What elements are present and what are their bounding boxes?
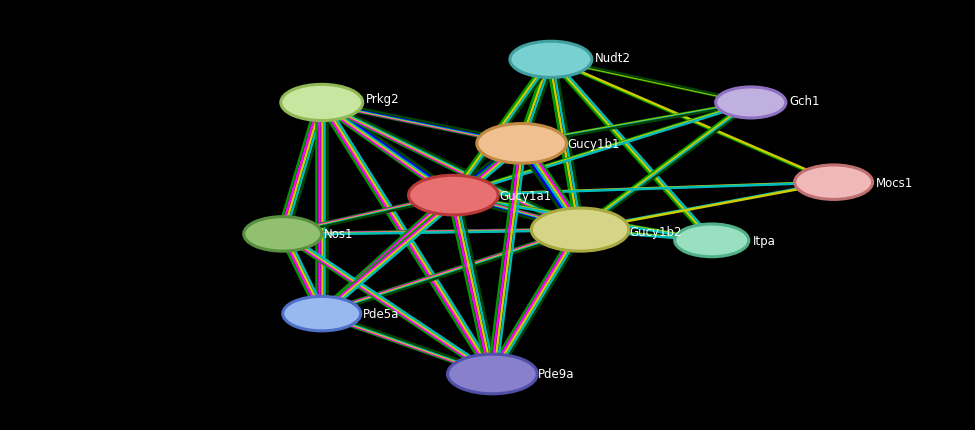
Circle shape — [283, 297, 361, 331]
Text: Gucy1a1: Gucy1a1 — [499, 189, 552, 202]
Text: Pde9a: Pde9a — [538, 368, 574, 381]
Circle shape — [448, 354, 537, 394]
Circle shape — [531, 209, 629, 252]
Circle shape — [795, 166, 873, 200]
Text: Nos1: Nos1 — [324, 228, 353, 241]
Text: Gucy1b1: Gucy1b1 — [567, 138, 620, 150]
Text: Prkg2: Prkg2 — [366, 92, 399, 105]
Text: Gch1: Gch1 — [790, 95, 820, 108]
Circle shape — [477, 124, 566, 164]
Circle shape — [510, 42, 592, 78]
Text: Nudt2: Nudt2 — [595, 52, 631, 64]
Circle shape — [675, 224, 749, 257]
Circle shape — [244, 217, 322, 252]
Text: Itpa: Itpa — [753, 234, 775, 247]
Circle shape — [281, 85, 363, 121]
Circle shape — [716, 88, 786, 119]
Circle shape — [409, 176, 498, 215]
Text: Pde5a: Pde5a — [363, 307, 399, 320]
Text: Gucy1b2: Gucy1b2 — [629, 226, 682, 239]
Text: Mocs1: Mocs1 — [876, 176, 913, 189]
